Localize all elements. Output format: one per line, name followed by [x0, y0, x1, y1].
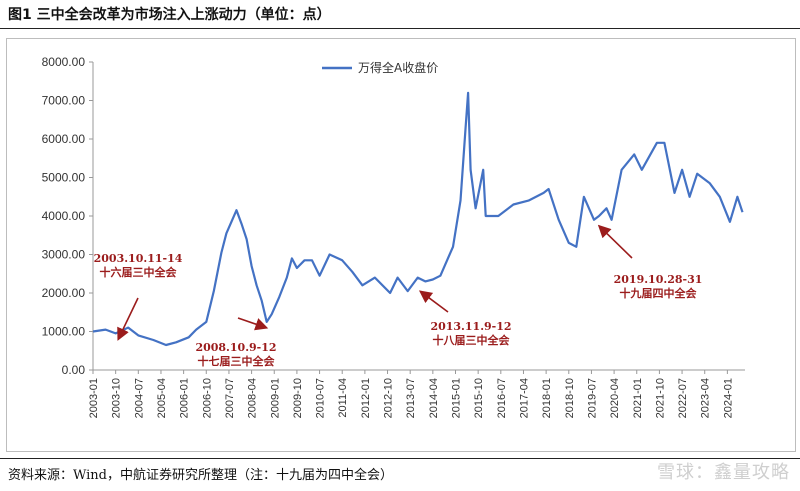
x-tick-label: 2017-04: [518, 378, 530, 418]
x-tick-label: 2012-10: [383, 378, 395, 418]
series-layer: [92, 91, 744, 347]
y-tick-label: 6000.00: [42, 132, 86, 146]
annotation-event: 十八届三中全会: [433, 333, 511, 347]
x-tick-label: 2015-10: [473, 378, 485, 418]
x-tick-label: 2020-04: [609, 378, 621, 418]
x-tick-label: 2014-04: [428, 378, 440, 418]
y-tick-label: 0.00: [62, 363, 86, 377]
annotation-arrow: [117, 297, 139, 341]
x-tick-label: 2024-01: [722, 378, 734, 418]
x-tick-label: 2013-07: [405, 378, 417, 418]
x-tick-label: 2019-07: [586, 378, 598, 418]
annotation-event: 十七届三中全会: [198, 354, 276, 368]
y-tick-label: 5000.00: [42, 171, 86, 185]
x-tick-label: 2023-04: [700, 378, 712, 418]
x-tick-label: 2021-01: [632, 378, 644, 418]
x-tick-label: 2018-01: [541, 378, 553, 418]
y-tick-label: 1000.00: [42, 325, 86, 339]
annotation-date: 2003.10.11-14: [94, 252, 183, 265]
top-rule: [0, 28, 800, 29]
x-tick-label: 2018-10: [564, 378, 576, 418]
y-tick-label: 2000.00: [42, 286, 86, 300]
x-tick-label: 2007-07: [224, 378, 236, 418]
annotation-date: 2008.10.9-12: [195, 341, 276, 354]
x-tick-label: 2016-07: [496, 378, 508, 418]
x-tick-label: 2021-10: [654, 378, 666, 418]
x-tick-label: 2010-07: [315, 378, 327, 418]
legend: 万得全A收盘价: [322, 60, 438, 75]
annotation-event: 十六届三中全会: [100, 265, 178, 279]
x-tick-label: 2011-04: [337, 378, 349, 418]
y-tick-label: 4000.00: [42, 209, 86, 223]
x-tick-label: 2022-07: [677, 378, 689, 418]
x-tick-label: 2004-07: [133, 378, 145, 418]
y-tick-label: 3000.00: [42, 248, 86, 262]
x-tick-label: 2015-01: [451, 378, 463, 418]
annotation-date: 2019.10.28-31: [614, 273, 703, 286]
x-axis: 2003-01 2003-10 2004-07 2005-04 2006-01 2006-…: [88, 369, 745, 418]
x-tick-label: 2005-04: [156, 378, 168, 418]
y-tick-label: 8000.00: [42, 55, 86, 69]
annotation-arrow: [418, 290, 449, 313]
bottom-rule: [0, 458, 800, 459]
x-tick-label: 2003-01: [88, 378, 100, 418]
source-note: 资料来源：Wind，中航证券研究所整理（注：十九届为四中全会）: [8, 468, 393, 483]
x-tick-label: 2008-04: [247, 378, 259, 418]
series-line-0: [92, 91, 744, 347]
annotation-event: 十九届四中全会: [620, 286, 698, 300]
watermark: 雪球：鑫量攻略: [657, 462, 790, 483]
figure-title: 图1 三中全会改革为市场注入上涨动力（单位：点）: [8, 7, 331, 23]
x-tick-label: 2012-01: [360, 378, 372, 418]
y-axis: 0.00 1000.00 2000.00 3000.00 4000.00 5000.00 6…: [42, 55, 94, 377]
annotation-arrow: [597, 224, 633, 259]
y-tick-label: 7000.00: [42, 94, 86, 108]
legend-label: 万得全A收盘价: [358, 60, 438, 75]
x-tick-label: 2003-10: [111, 378, 123, 418]
chart-frame: [6, 38, 796, 452]
x-tick-label: 2009-10: [292, 378, 304, 418]
annotation-arrow: [237, 317, 269, 331]
x-tick-label: 2006-10: [201, 378, 213, 418]
x-tick-label: 2009-01: [269, 378, 281, 418]
annotation-date: 2013.11.9-12: [430, 320, 511, 333]
x-tick-label: 2006-01: [179, 378, 191, 418]
